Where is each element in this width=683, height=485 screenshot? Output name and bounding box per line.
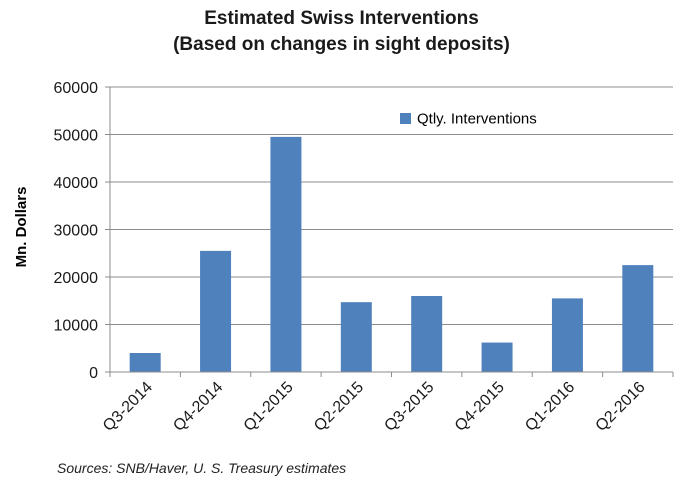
x-tick-label: Q3-2014 [100, 379, 156, 435]
y-tick-label: 50000 [54, 128, 99, 145]
y-tick-label: 10000 [54, 318, 99, 335]
x-tick-label: Q4-2015 [452, 379, 508, 435]
bar [340, 302, 372, 372]
chart-title: Estimated Swiss Interventions (Based on … [0, 6, 683, 58]
bar [270, 136, 302, 372]
bar [551, 298, 583, 372]
bars [129, 136, 654, 372]
gridlines [110, 86, 673, 325]
bar [411, 296, 443, 372]
legend-swatch [400, 113, 411, 124]
x-tick-label: Q1-2016 [522, 379, 578, 435]
y-axis-label: Mn. Dollars [13, 187, 30, 268]
chart-title-line-2: (Based on changes in sight deposits) [173, 34, 510, 55]
bar [129, 353, 161, 372]
y-tick-labels: 0 10000 20000 30000 40000 50000 60000 [54, 80, 99, 382]
y-tick-label: 60000 [54, 80, 99, 97]
x-tick-label: Q4-2014 [170, 379, 226, 435]
y-tick-label: 40000 [54, 175, 99, 192]
chart-title-line-1: Estimated Swiss Interventions [204, 8, 479, 29]
legend-label: Qtly. Interventions [417, 111, 537, 128]
x-tick-label: Q2-2015 [311, 379, 367, 435]
x-tick-label: Q1-2015 [241, 379, 297, 435]
bar [622, 265, 654, 372]
y-tick-label: 20000 [54, 270, 99, 287]
y-tick-label: 0 [89, 365, 98, 382]
x-tick-label: Q2-2016 [593, 379, 649, 435]
x-tick-labels: Q3-2014 Q4-2014 Q1-2015 Q2-2015 Q3-2015 Q4-20… [100, 379, 649, 435]
axes [105, 86, 674, 377]
legend: Qtly. Interventions [400, 111, 537, 128]
y-tick-label: 30000 [54, 223, 99, 240]
source-note: Sources: SNB/Haver, U. S. Treasury estim… [57, 460, 347, 476]
bar [200, 250, 232, 372]
x-tick-label: Q3-2015 [381, 379, 437, 435]
bar [481, 342, 513, 372]
